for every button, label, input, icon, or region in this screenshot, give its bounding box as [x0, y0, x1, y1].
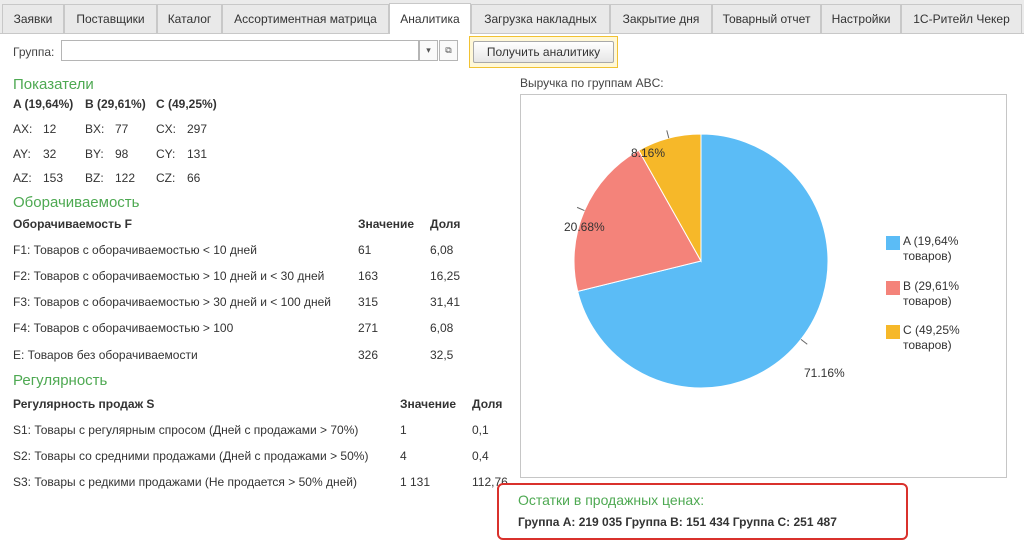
indicator-key: BY: — [85, 147, 104, 161]
indicator-key: AY: — [13, 147, 31, 161]
legend-swatch — [886, 325, 900, 339]
indicator-value: 12 — [43, 122, 57, 136]
indicator-key: BX: — [85, 122, 105, 136]
turnover-row-value: 271 — [358, 321, 379, 335]
tab-assortment-matrix[interactable]: Ассортиментная матрица — [222, 4, 389, 33]
pie-leader-line — [576, 206, 585, 212]
indicators-title: Показатели — [13, 76, 94, 93]
tab-day-closing[interactable]: Закрытие дня — [610, 4, 712, 33]
group-input[interactable] — [61, 40, 419, 61]
turnover-row-value: 61 — [358, 243, 372, 257]
turnover-row-share: 31,41 — [430, 295, 461, 309]
legend-label: товаров) — [903, 338, 952, 352]
indicator-value: 66 — [187, 171, 201, 185]
turnover-title: Оборачиваемость — [13, 194, 140, 211]
turnover-row-value: 326 — [358, 348, 379, 362]
pie-leader-line — [800, 338, 808, 345]
indicator-value: 297 — [187, 122, 208, 136]
legend-label: товаров) — [903, 294, 952, 308]
regularity-row-value: 1 — [400, 423, 407, 437]
pie-leader-line — [666, 130, 670, 139]
turnover-header-name: Оборачиваемость F — [13, 217, 133, 231]
turnover-row-name: F1: Товаров с оборачиваемостью < 10 дней — [13, 243, 257, 257]
turnover-row-value: 315 — [358, 295, 379, 309]
indicator-value: 98 — [115, 147, 129, 161]
turnover-row-name: F4: Товаров с оборачиваемостью > 100 — [13, 321, 234, 335]
turnover-header-value: Значение — [358, 217, 415, 231]
pie-data-label: 20.68% — [564, 220, 605, 234]
indicator-key: CX: — [156, 122, 177, 136]
group-label: Группа: — [13, 45, 55, 59]
indicator-value: 122 — [115, 171, 136, 185]
turnover-row-name: E: Товаров без оборачиваемости — [13, 348, 198, 362]
indicator-key: AZ: — [13, 171, 32, 185]
revenue-pie-chart: 71.16% 20.68% 8.16% A (19,64% товаров) B (29,… — [520, 94, 1007, 478]
legend-label: товаров) — [903, 249, 952, 263]
turnover-header-share: Доля — [430, 217, 461, 231]
regularity-header-value: Значение — [400, 397, 457, 411]
turnover-row-name: F3: Товаров с оборачиваемостью > 30 дней… — [13, 295, 331, 309]
tab-analytics[interactable]: Аналитика — [389, 3, 471, 34]
indicator-key: CY: — [156, 147, 176, 161]
tab-suppliers[interactable]: Поставщики — [64, 4, 157, 33]
indicator-value: 153 — [43, 171, 64, 185]
regularity-header-name: Регулярность продаж S — [13, 397, 155, 411]
turnover-row-name: F2: Товаров с оборачиваемостью > 10 дней… — [13, 269, 325, 283]
tab-bar: Заявки Поставщики Каталог Ассортиментная… — [0, 0, 1024, 34]
tab-retail-checker[interactable]: 1С-Ритейл Чекер — [901, 4, 1022, 33]
open-form-icon[interactable]: ⧉ — [439, 40, 458, 61]
pie-data-label: 8.16% — [631, 146, 665, 160]
turnover-row-share: 16,25 — [430, 269, 461, 283]
indicator-value: 77 — [115, 122, 129, 136]
summary-b: B (29,61%) — [85, 97, 146, 111]
turnover-row-share: 32,5 — [430, 348, 454, 362]
regularity-row-value: 4 — [400, 449, 407, 463]
turnover-row-share: 6,08 — [430, 321, 454, 335]
tab-goods-report[interactable]: Товарный отчет — [712, 4, 821, 33]
legend-label: C (49,25% — [903, 323, 960, 337]
tab-settings[interactable]: Настройки — [821, 4, 901, 33]
regularity-row-value: 1 131 — [400, 475, 431, 489]
legend-label: B (29,61% — [903, 279, 959, 293]
regularity-row-name: S1: Товары с регулярным спросом (Дней с … — [13, 423, 359, 437]
regularity-row-share: 0,1 — [472, 423, 489, 437]
legend-swatch — [886, 236, 900, 250]
regularity-header-share: Доля — [472, 397, 503, 411]
get-analytics-button[interactable]: Получить аналитику — [473, 41, 614, 63]
stock-values: Группа A: 219 035 Группа B: 151 434 Груп… — [518, 515, 837, 529]
chart-title: Выручка по группам ABC: — [520, 76, 664, 90]
pie-chart-canvas: 71.16%20.68%8.16%A (19,64%товаров)B (29,… — [564, 130, 960, 389]
tab-catalog[interactable]: Каталог — [157, 4, 222, 33]
turnover-row-share: 6,08 — [430, 243, 454, 257]
legend-label: A (19,64% — [903, 234, 959, 248]
regularity-row-name: S3: Товары с редкими продажами (Не прода… — [13, 475, 357, 489]
pie-slice-a — [577, 133, 829, 389]
indicator-value: 131 — [187, 147, 208, 161]
chevron-down-icon[interactable]: ▾ — [419, 40, 438, 61]
indicator-value: 32 — [43, 147, 57, 161]
pie-slice-c — [638, 133, 702, 263]
indicator-key: AX: — [13, 122, 33, 136]
regularity-row-name: S2: Товары со средними продажами (Дней с… — [13, 449, 369, 463]
indicator-key: BZ: — [85, 171, 104, 185]
summary-a: A (19,64%) — [13, 97, 74, 111]
stock-title: Остатки в продажных ценах: — [518, 492, 705, 508]
pie-data-label: 71.16% — [804, 366, 845, 380]
regularity-row-share: 0,4 — [472, 449, 489, 463]
regularity-title: Регулярность — [13, 372, 108, 389]
tab-requests[interactable]: Заявки — [2, 4, 64, 33]
stock-summary-box: Остатки в продажных ценах: Группа A: 219… — [497, 483, 908, 540]
indicator-key: CZ: — [156, 171, 176, 185]
legend-swatch — [886, 281, 900, 295]
tab-invoice-upload[interactable]: Загрузка накладных — [471, 4, 610, 33]
summary-c: C (49,25%) — [156, 97, 217, 111]
turnover-row-value: 163 — [358, 269, 379, 283]
